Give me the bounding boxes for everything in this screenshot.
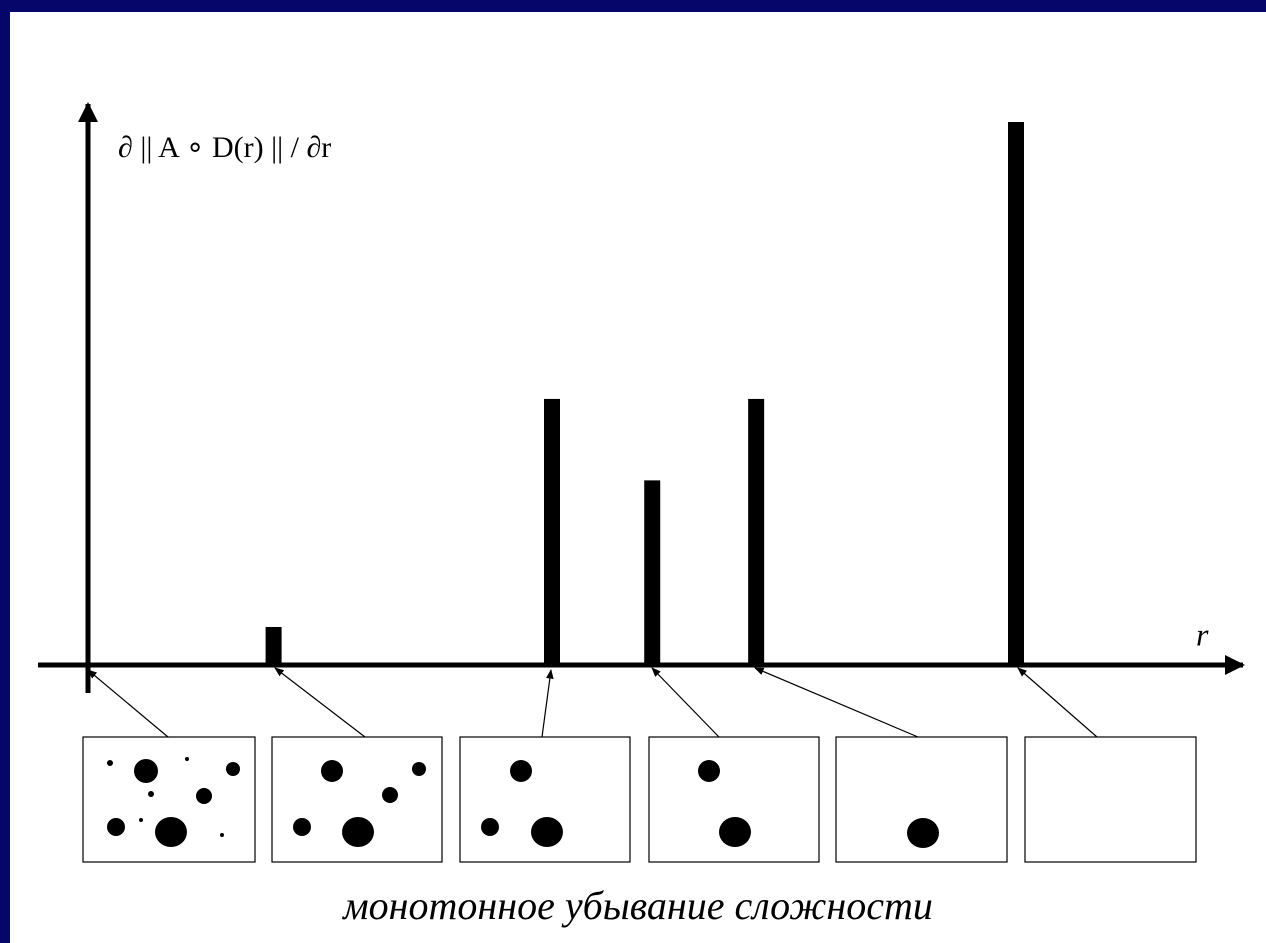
- bar: [644, 480, 660, 665]
- blob: [481, 818, 499, 836]
- blob: [196, 788, 212, 804]
- x-axis-label: r: [1196, 616, 1209, 652]
- blob: [719, 817, 751, 847]
- blob: [155, 817, 187, 847]
- thumbnail: [1025, 737, 1196, 862]
- blob: [293, 818, 311, 836]
- blob: [226, 762, 240, 776]
- y-axis-label: ∂ || A ∘ D(r) || / ∂r: [118, 131, 331, 164]
- blob: [220, 833, 224, 837]
- blob: [412, 762, 426, 776]
- blob: [139, 818, 143, 822]
- blob: [382, 787, 398, 803]
- blob: [148, 791, 154, 797]
- blob: [134, 759, 158, 783]
- blob: [321, 760, 343, 782]
- blob: [107, 818, 125, 836]
- blob: [698, 760, 720, 782]
- bar: [544, 399, 560, 665]
- caption: монотонное убывание сложности: [341, 883, 933, 928]
- bar: [1008, 122, 1024, 665]
- blob: [342, 817, 374, 847]
- bar: [266, 627, 282, 665]
- blob: [907, 818, 939, 848]
- bar: [748, 399, 764, 665]
- blob: [510, 760, 532, 782]
- page: ∂ || A ∘ D(r) || / ∂r r: [0, 0, 1266, 943]
- blob: [185, 757, 189, 761]
- blob: [107, 760, 113, 766]
- chart: ∂ || A ∘ D(r) || / ∂r r: [0, 0, 1266, 943]
- blob: [531, 817, 563, 847]
